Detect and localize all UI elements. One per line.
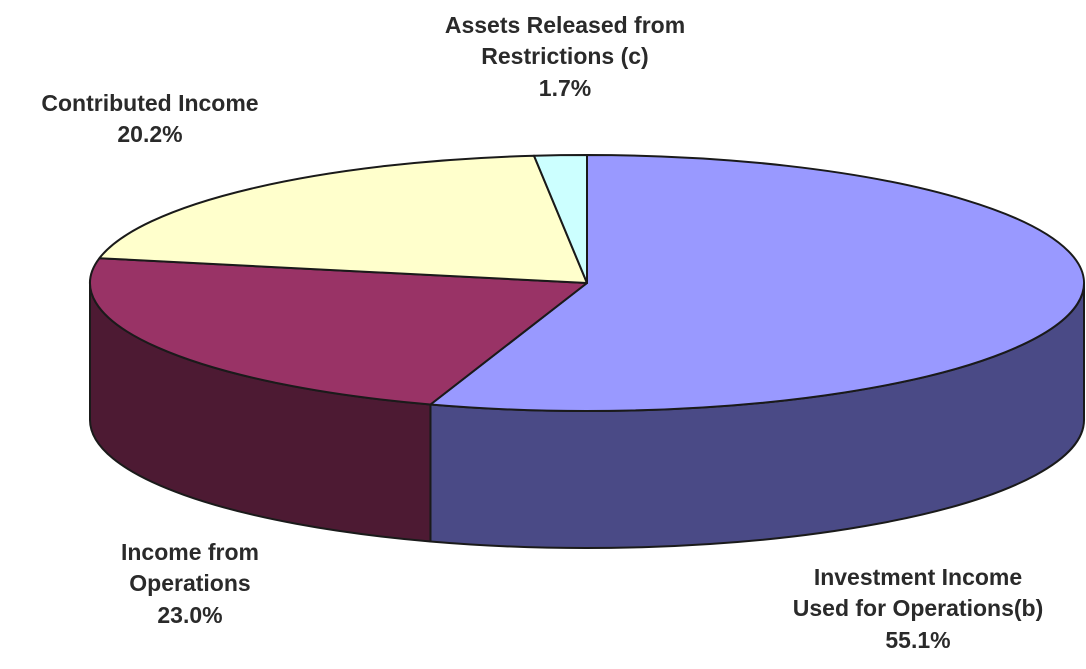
slice-label-income-from-operations-line-2: Operations	[129, 570, 251, 597]
slice-percent-contributed-income: 20.2%	[117, 121, 183, 148]
slice-label-assets-released: Assets Released from Restrictions (c) 1.…	[445, 10, 685, 104]
slice-percent-investment-income: 55.1%	[885, 626, 951, 653]
slice-percent-income-from-operations: 23.0%	[157, 601, 223, 628]
slice-label-income-from-operations-line-1: Income from	[120, 539, 260, 565]
slice-label-contributed-income: Contributed Income 20.2%	[41, 88, 258, 151]
slice-percent-assets-released: 1.7%	[538, 74, 592, 101]
slice-label-investment-income: Investment Income Used for Operations(b)…	[793, 562, 1043, 656]
slice-label-income-from-operations: Income from Operations 23.0%	[121, 537, 259, 631]
slice-top-contributed-income	[98, 154, 588, 284]
slice-label-assets-released-line-1: Assets Released from	[444, 12, 686, 38]
slice-top-investment-income	[429, 154, 1085, 412]
slice-top-income-from-operations	[89, 257, 588, 406]
slice-top-assets-released	[533, 154, 588, 284]
slice-label-investment-income-line-2: Used for Operations(b)	[792, 595, 1044, 622]
slice-label-investment-income-line-1: Investment Income	[813, 564, 1023, 590]
slice-label-contributed-income-line-1: Contributed Income	[41, 90, 259, 116]
slice-label-assets-released-line-2: Restrictions (c)	[481, 43, 649, 70]
